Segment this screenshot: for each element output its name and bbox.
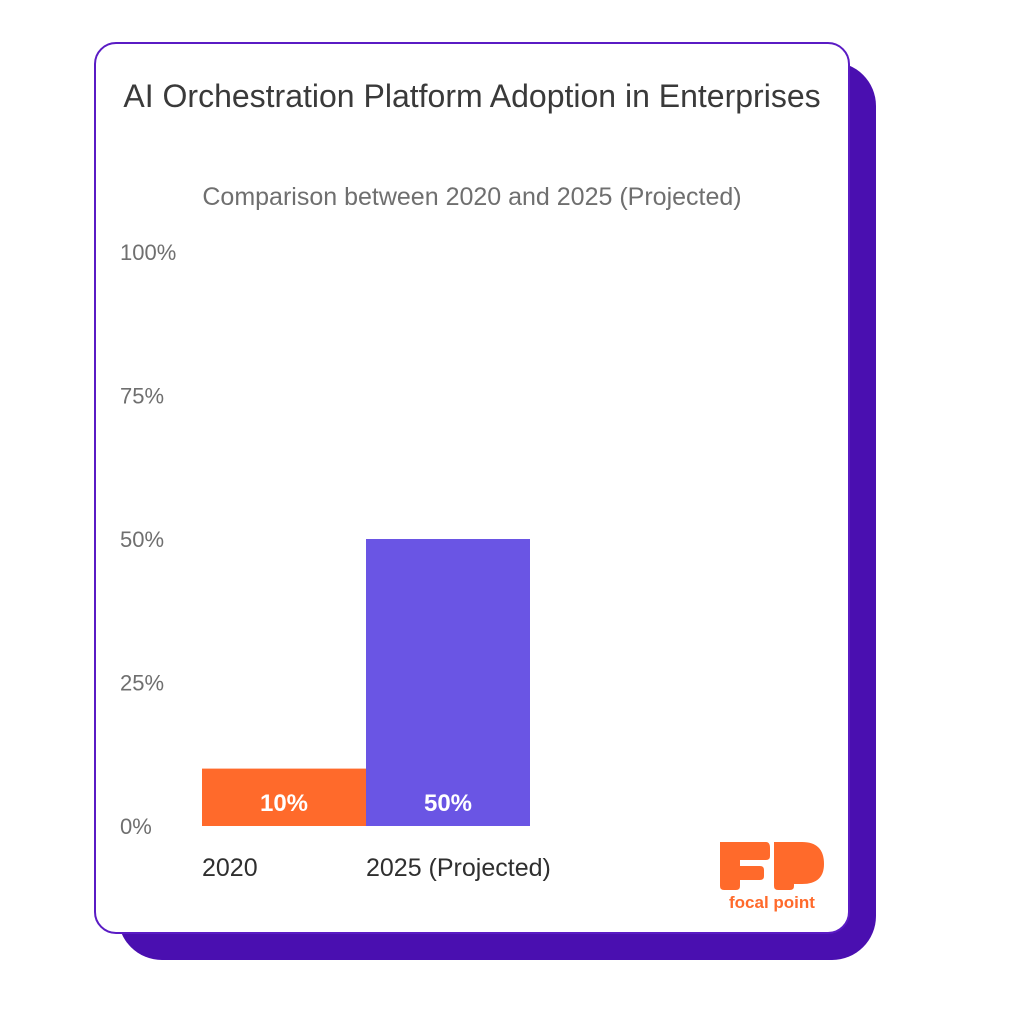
x-tick-label: 2025 (Projected): [366, 854, 551, 882]
x-tick-label: 2020: [202, 854, 258, 882]
bar-2020: [202, 768, 366, 826]
y-tick-label: 50%: [120, 527, 164, 552]
bar-2025-projected: [366, 539, 530, 826]
focal-point-logo: focal point: [720, 842, 824, 912]
chart-subtitle: Comparison between 2020 and 2025 (Projec…: [202, 183, 742, 211]
chart-title: AI Orchestration Platform Adoption in En…: [123, 78, 821, 114]
y-tick-label: 100%: [120, 240, 176, 265]
y-tick-label: 75%: [120, 384, 164, 409]
y-tick-label: 0%: [120, 814, 152, 839]
bar-value-label: 50%: [424, 790, 472, 817]
fp-monogram-icon: [720, 842, 824, 890]
bar-value-label: 10%: [260, 790, 308, 817]
logo-wordmark: focal point: [729, 893, 815, 912]
y-tick-label: 25%: [120, 671, 164, 696]
